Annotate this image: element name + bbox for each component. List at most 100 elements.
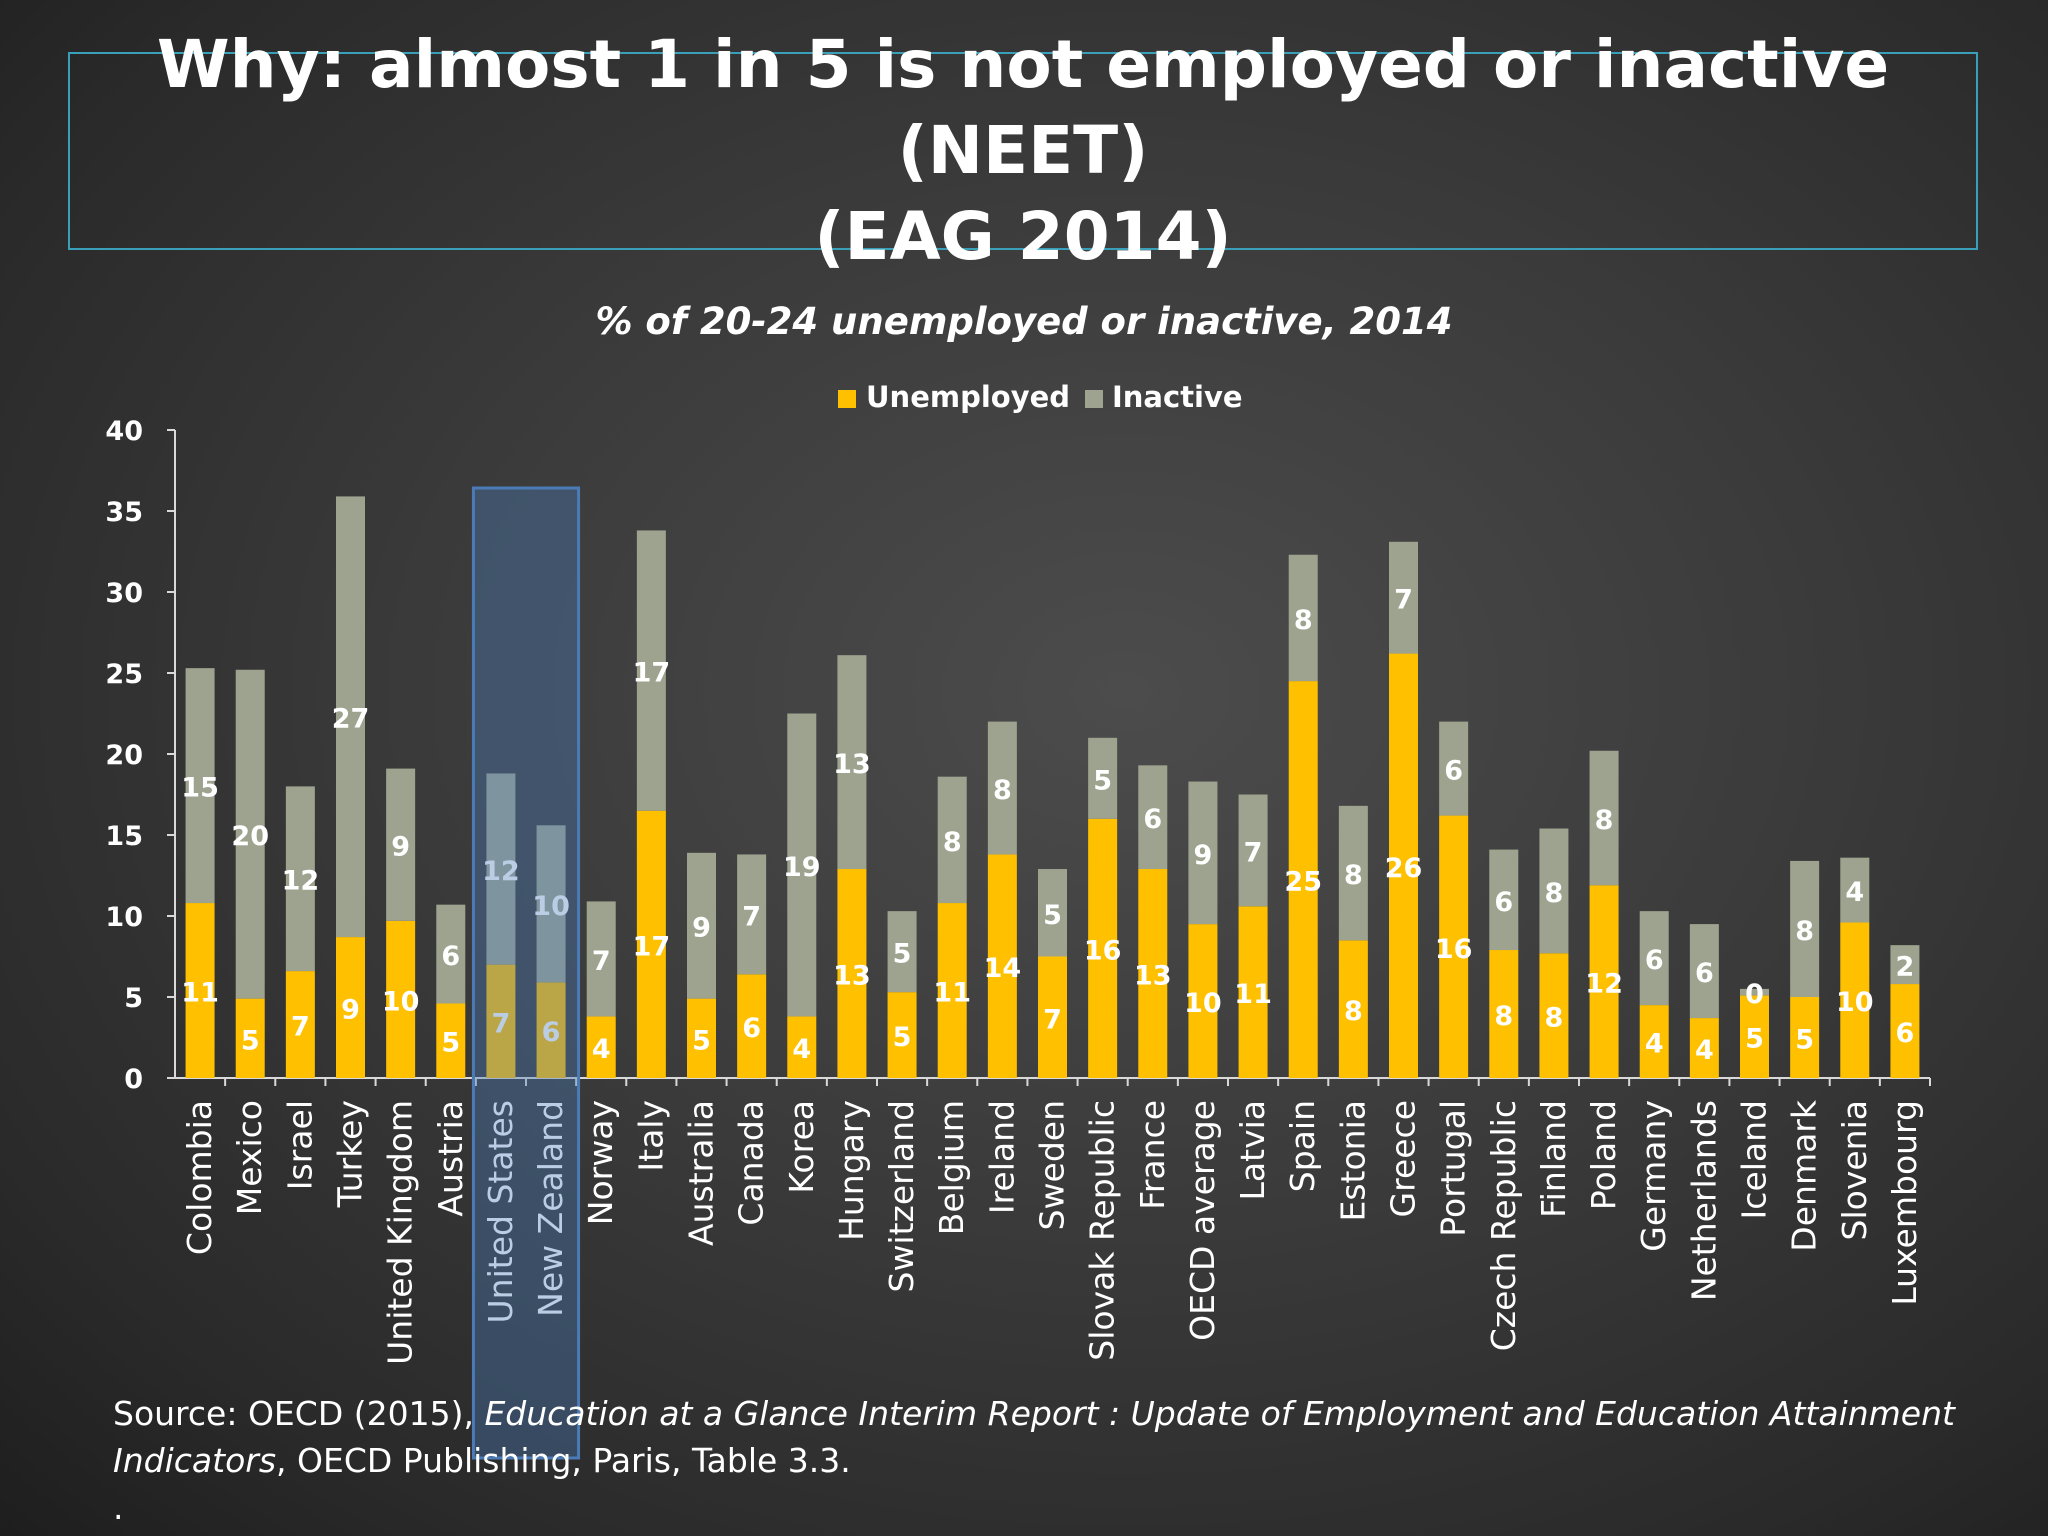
- data-label-inactive: 6: [1444, 756, 1463, 787]
- data-label-unemployed: 8: [1344, 996, 1363, 1027]
- bar-unemployed: [887, 992, 917, 1078]
- bar-unemployed: [737, 974, 767, 1078]
- source-trailing-dot: .: [113, 1488, 124, 1527]
- bar-unemployed: [1338, 940, 1368, 1078]
- bar-unemployed: [486, 964, 516, 1078]
- bar-inactive: [235, 669, 265, 999]
- bar-unemployed: [837, 869, 867, 1078]
- category-label: Ireland: [982, 1100, 1021, 1214]
- category-label: New Zealand: [531, 1100, 570, 1317]
- bar-unemployed: [1689, 1018, 1719, 1078]
- y-tick-label: 35: [105, 497, 143, 528]
- category-label: Norway: [581, 1100, 620, 1225]
- data-label-inactive: 6: [441, 941, 460, 972]
- data-label-unemployed: 17: [633, 931, 671, 962]
- data-label-inactive: 27: [332, 704, 370, 735]
- bar-unemployed: [937, 903, 967, 1078]
- data-label-inactive: 8: [1545, 878, 1564, 909]
- bar-inactive: [285, 786, 315, 972]
- category-label: Austria: [431, 1100, 470, 1217]
- source-prefix: Source: OECD (2015),: [113, 1394, 485, 1433]
- bar-inactive: [1088, 737, 1118, 819]
- bar-inactive: [1890, 945, 1920, 985]
- data-label-unemployed: 4: [1695, 1035, 1714, 1066]
- category-label: Switzerland: [882, 1100, 921, 1293]
- data-label-inactive: 5: [1093, 765, 1112, 796]
- category-label: Slovak Republic: [1083, 1100, 1122, 1361]
- bar-inactive: [1539, 828, 1569, 954]
- data-label-unemployed: 5: [893, 1022, 912, 1053]
- bar-unemployed: [586, 1016, 616, 1078]
- bar-inactive: [1639, 911, 1669, 1006]
- data-label-inactive: 6: [1494, 887, 1513, 918]
- title-line-1: Why: almost 1 in 5 is not employed or in…: [156, 26, 1890, 190]
- data-label-unemployed: 9: [341, 995, 360, 1026]
- bar-unemployed: [185, 903, 215, 1078]
- bar-unemployed: [987, 854, 1017, 1078]
- bar-inactive: [1188, 781, 1218, 925]
- data-label-inactive: 20: [231, 821, 269, 852]
- y-tick-label: 30: [105, 578, 143, 609]
- category-label: Canada: [732, 1100, 771, 1226]
- bar-unemployed: [636, 810, 666, 1078]
- y-tick-label: 20: [105, 740, 143, 771]
- category-label: OECD average: [1183, 1100, 1222, 1341]
- bar-unemployed: [436, 1003, 466, 1078]
- category-label: Finland: [1534, 1100, 1573, 1218]
- data-label-unemployed: 7: [291, 1012, 310, 1043]
- bar-inactive: [185, 668, 215, 904]
- category-label: Czech Republic: [1484, 1100, 1523, 1351]
- bar-unemployed: [1038, 956, 1067, 1078]
- data-label-inactive: 6: [1695, 958, 1714, 989]
- data-label-unemployed: 13: [833, 961, 871, 992]
- category-label: Luxembourg: [1885, 1100, 1924, 1306]
- data-label-unemployed: 10: [382, 986, 420, 1017]
- bar-inactive: [937, 776, 967, 904]
- data-label-inactive: 9: [391, 832, 410, 863]
- bar-unemployed: [235, 998, 265, 1078]
- category-label: Australia: [682, 1100, 721, 1246]
- bar-unemployed: [1840, 922, 1870, 1078]
- legend-swatch-inactive: [1085, 390, 1103, 408]
- bar-inactive: [1689, 924, 1719, 1019]
- bar-inactive: [636, 530, 666, 811]
- data-label-unemployed: 5: [692, 1025, 711, 1056]
- data-label-inactive: 8: [943, 827, 962, 858]
- category-label: Hungary: [832, 1100, 871, 1241]
- data-label-unemployed: 6: [1896, 1018, 1915, 1049]
- data-label-unemployed: 16: [1084, 935, 1122, 966]
- bar-unemployed: [1740, 995, 1769, 1078]
- category-label: France: [1133, 1100, 1172, 1210]
- data-label-unemployed: 7: [1043, 1004, 1062, 1035]
- bar-inactive: [787, 713, 817, 1017]
- category-label: Belgium: [932, 1100, 971, 1235]
- data-label-inactive: 4: [1845, 877, 1864, 908]
- data-label-inactive: 6: [1645, 945, 1664, 976]
- data-label-unemployed: 8: [1545, 1003, 1564, 1034]
- data-label-inactive: 13: [833, 749, 871, 780]
- data-label-unemployed: 10: [1184, 988, 1222, 1019]
- data-label-unemployed: 5: [1745, 1024, 1764, 1055]
- y-tick-label: 0: [124, 1064, 143, 1095]
- bar-inactive: [1740, 988, 1769, 996]
- bar-unemployed: [1489, 950, 1519, 1078]
- data-label-unemployed: 4: [1645, 1029, 1664, 1060]
- bar-inactive: [386, 768, 416, 921]
- bar-unemployed: [1790, 997, 1820, 1078]
- category-label: Sweden: [1033, 1100, 1072, 1230]
- category-label: Latvia: [1233, 1100, 1272, 1200]
- data-label-inactive: 7: [742, 901, 761, 932]
- y-tick-label: 25: [105, 659, 143, 690]
- bar-unemployed: [787, 1016, 817, 1078]
- bar-inactive: [987, 721, 1017, 855]
- data-label-unemployed: 11: [181, 978, 219, 1009]
- bar-inactive: [1439, 721, 1469, 816]
- category-label: Italy: [631, 1100, 670, 1172]
- category-label: Portugal: [1434, 1100, 1473, 1237]
- category-label: Korea: [782, 1100, 821, 1194]
- y-tick-label: 15: [105, 821, 143, 852]
- bar-inactive: [536, 825, 566, 983]
- bar-inactive: [737, 854, 767, 975]
- category-label: Israel: [280, 1100, 319, 1190]
